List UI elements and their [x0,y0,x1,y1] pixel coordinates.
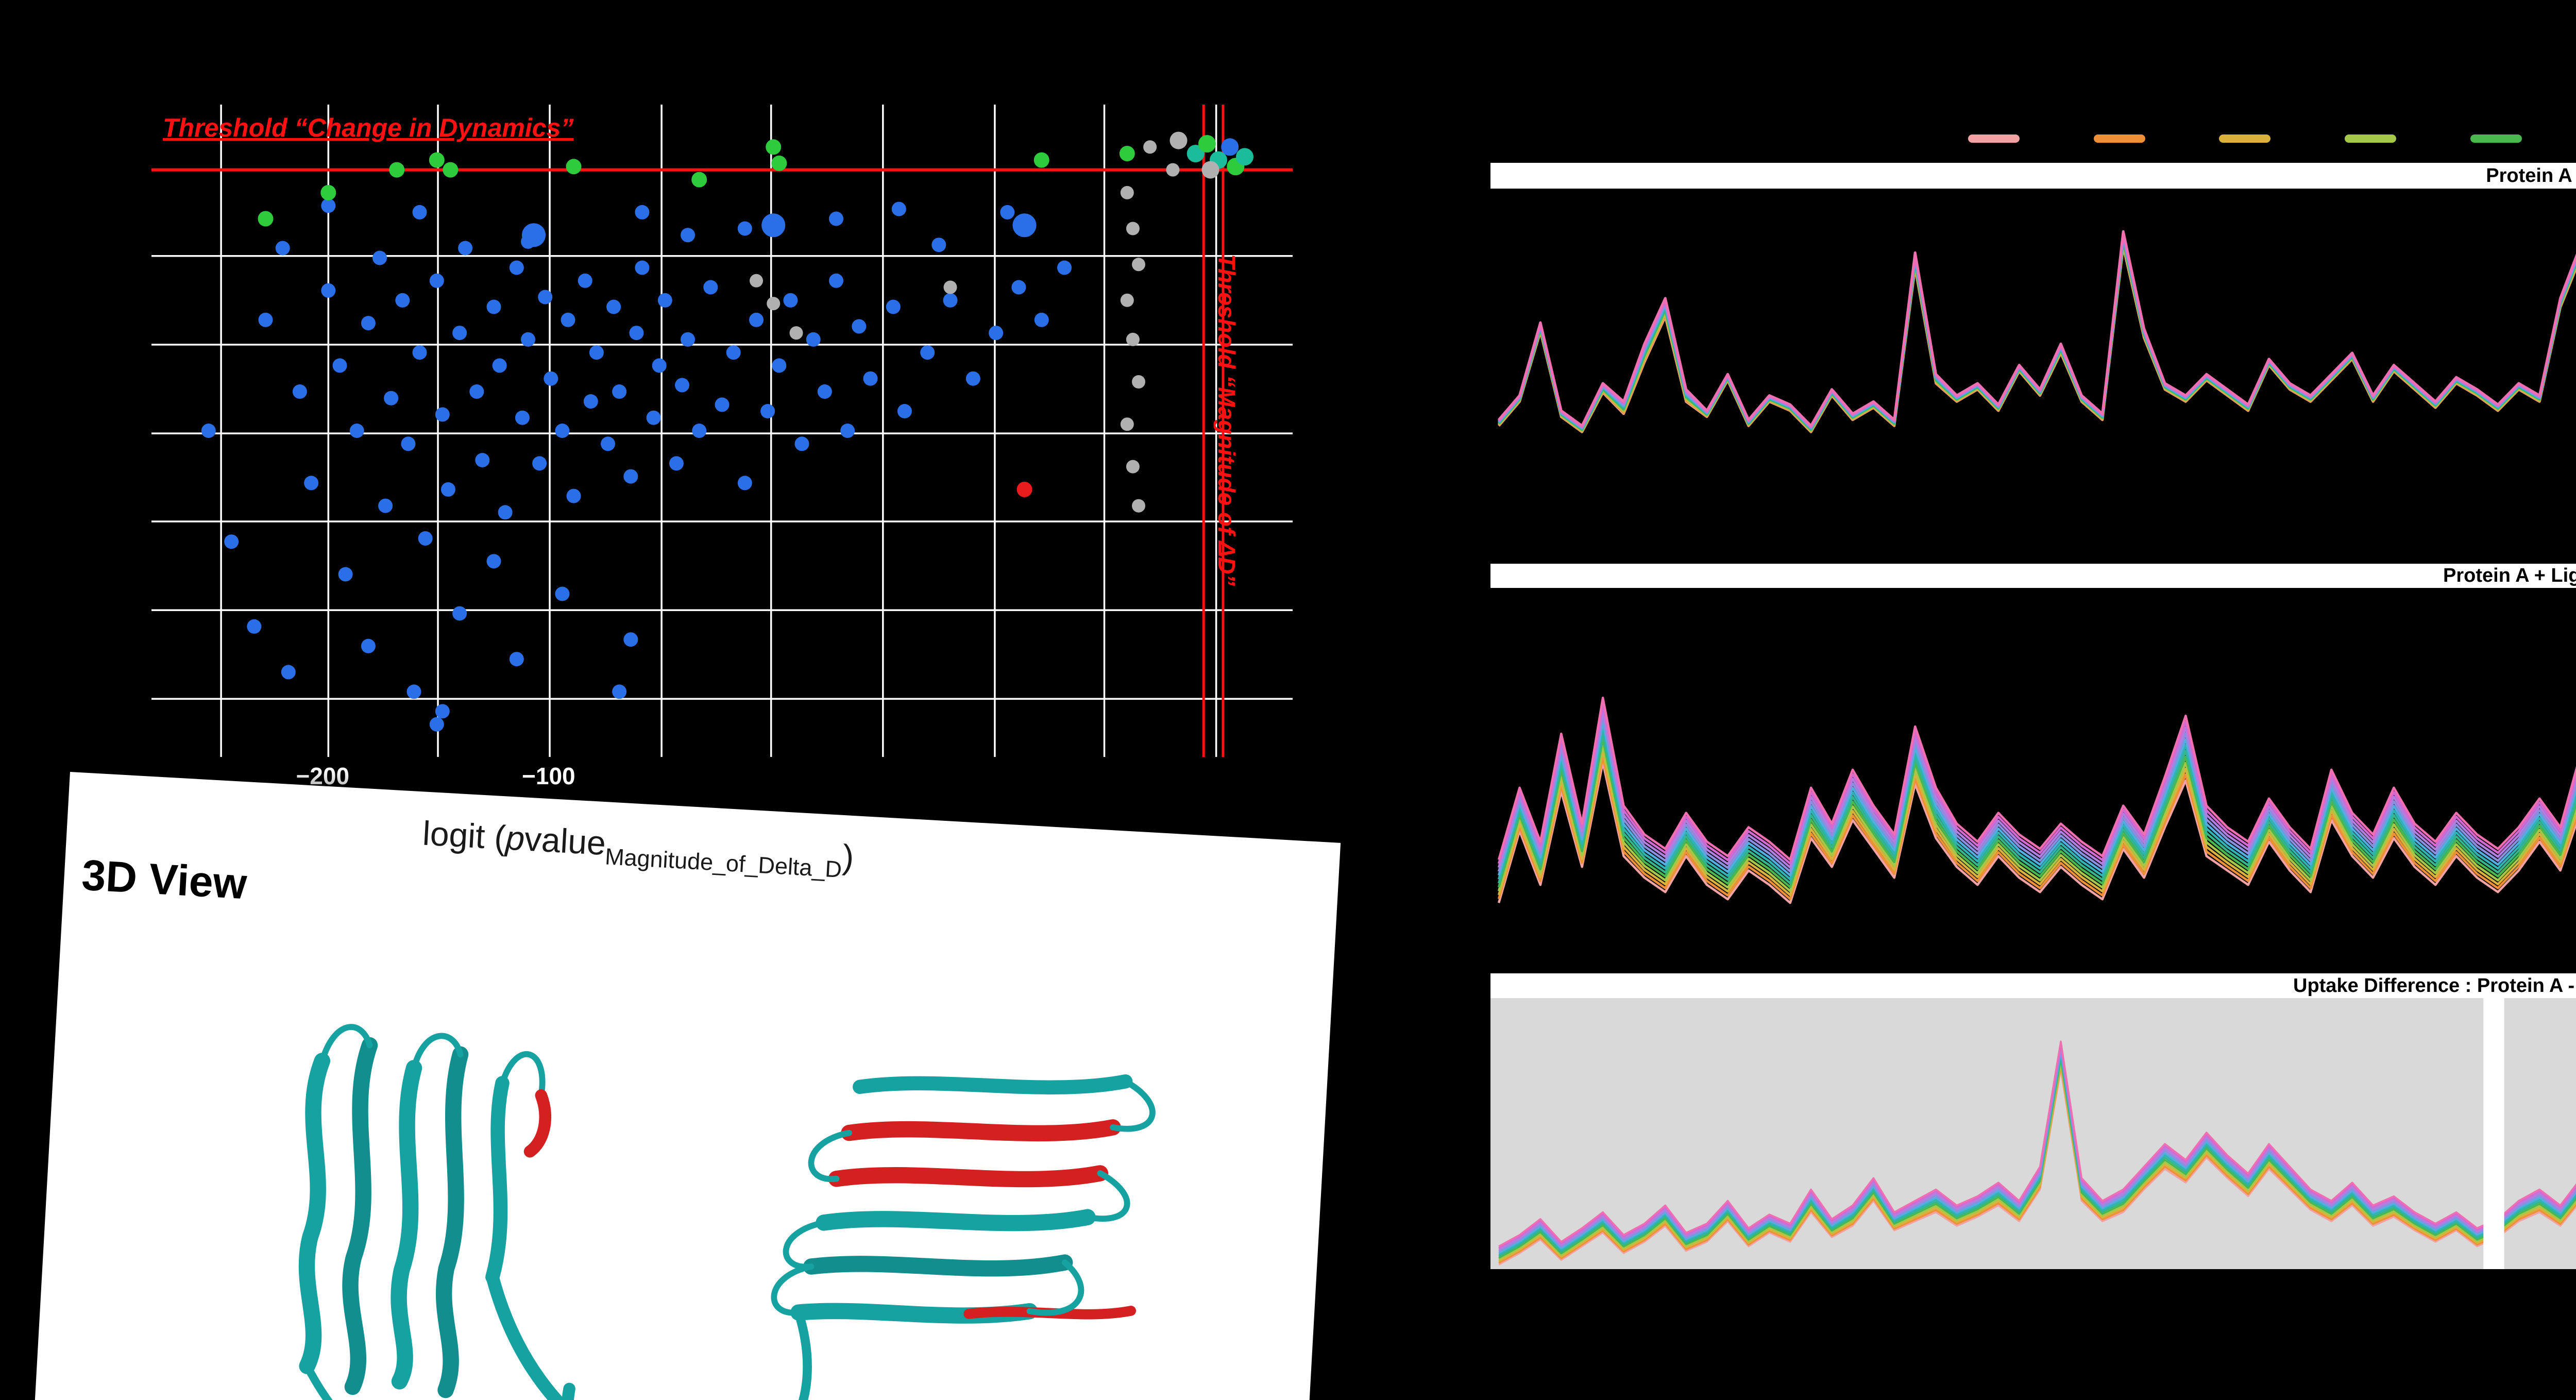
axis-label-subscript: Magnitude_of_Delta_D [604,843,843,883]
axis-label-p: p [504,818,526,858]
view3d-panel[interactable]: logit (pvalueMagnitude_of_Delta_D) 3D Vi… [26,772,1341,1400]
panel-title-uptake-difference: Uptake Difference : Protein A - (Protein… [1490,973,2576,998]
uptake-plot-protein-a[interactable] [1490,189,2576,559]
axis-label-prefix: logit ( [421,814,507,857]
legend-dash-2[interactable] [2093,134,2145,143]
legend-dash-5[interactable] [2470,134,2522,143]
axis-label-value: value [523,819,607,863]
protein-ribbon[interactable] [125,932,1270,1400]
legend-dash-3[interactable] [2219,134,2271,143]
axis-label-suffix: ) [841,837,855,876]
volcano-panel: Threshold “Change in Dynamics” Threshold… [151,105,1293,789]
legend-dash-1[interactable] [1968,134,2020,143]
volcano-x-axis-label: logit (pvalueMagnitude_of_Delta_D) [421,813,855,884]
panel-title-protein-a: Protein A [1490,163,2576,189]
volcano-plot-svg[interactable] [151,105,1293,757]
panel-title-protein-a-ligand: Protein A + Ligand [1490,564,2576,588]
threshold-dynamics-label: Threshold “Change in Dynamics” [163,113,574,142]
view3d-title: 3D View [80,850,248,908]
threshold-magnitude-label: Threshold “Magnitude of ΔD” [1213,254,1240,586]
uptake-section: Protein A Protein A + Ligand Uptake Diff… [1490,0,2576,1400]
uptake-difference-plot[interactable] [1490,998,2576,1269]
x-tick-label: −100 [522,763,575,789]
uptake-plot-protein-a-ligand[interactable] [1490,588,2576,967]
time-legend [1968,132,2576,145]
legend-dash-4[interactable] [2344,134,2396,143]
